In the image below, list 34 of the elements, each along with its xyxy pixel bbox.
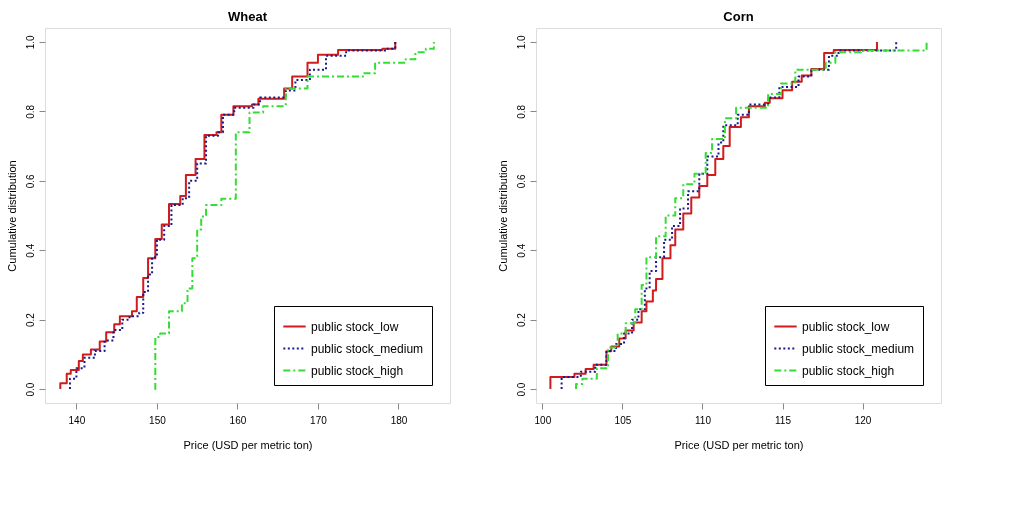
y-axis-title: Cumulative distribution (5, 160, 18, 272)
y-tick-label: 0.0 (515, 382, 527, 397)
legend-label: public stock_low (311, 319, 399, 334)
x-tick-label: 150 (149, 414, 167, 426)
legend-label: public stock_high (311, 363, 404, 378)
x-tick-label: 120 (854, 414, 872, 426)
x-axis-title: Price (USD per metric ton) (183, 438, 313, 451)
x-tick-label: 105 (614, 414, 632, 426)
legend-label: public stock_high (802, 363, 895, 378)
y-tick-label: 1.0 (24, 35, 36, 50)
y-tick-label: 0.4 (24, 243, 36, 258)
x-tick-label: 180 (390, 414, 408, 426)
x-axis-title: Price (USD per metric ton) (674, 438, 804, 451)
y-tick-label: 0.6 (515, 173, 527, 189)
x-tick-label: 160 (229, 414, 247, 426)
y-tick-label: 0.8 (24, 104, 36, 119)
chart-title: Corn (723, 9, 754, 24)
x-tick-label: 110 (695, 414, 712, 426)
y-tick-label: 0.2 (515, 312, 527, 328)
x-tick-label: 115 (775, 414, 792, 426)
x-tick-label: 100 (534, 414, 552, 426)
x-tick-label: 170 (310, 414, 328, 426)
x-tick-label: 140 (68, 414, 86, 426)
legend-label: public stock_medium (311, 341, 424, 356)
y-axis-title: Cumulative distribution (496, 160, 509, 272)
legend-label: public stock_medium (802, 341, 915, 356)
y-tick-label: 1.0 (515, 35, 527, 50)
legend-label: public stock_low (802, 319, 890, 334)
y-tick-label: 0.8 (515, 104, 527, 119)
y-tick-label: 0.6 (24, 173, 36, 189)
chart-title: Wheat (228, 9, 268, 24)
y-tick-label: 0.4 (515, 243, 527, 258)
y-tick-label: 0.0 (24, 382, 36, 397)
y-tick-label: 0.2 (24, 312, 36, 328)
